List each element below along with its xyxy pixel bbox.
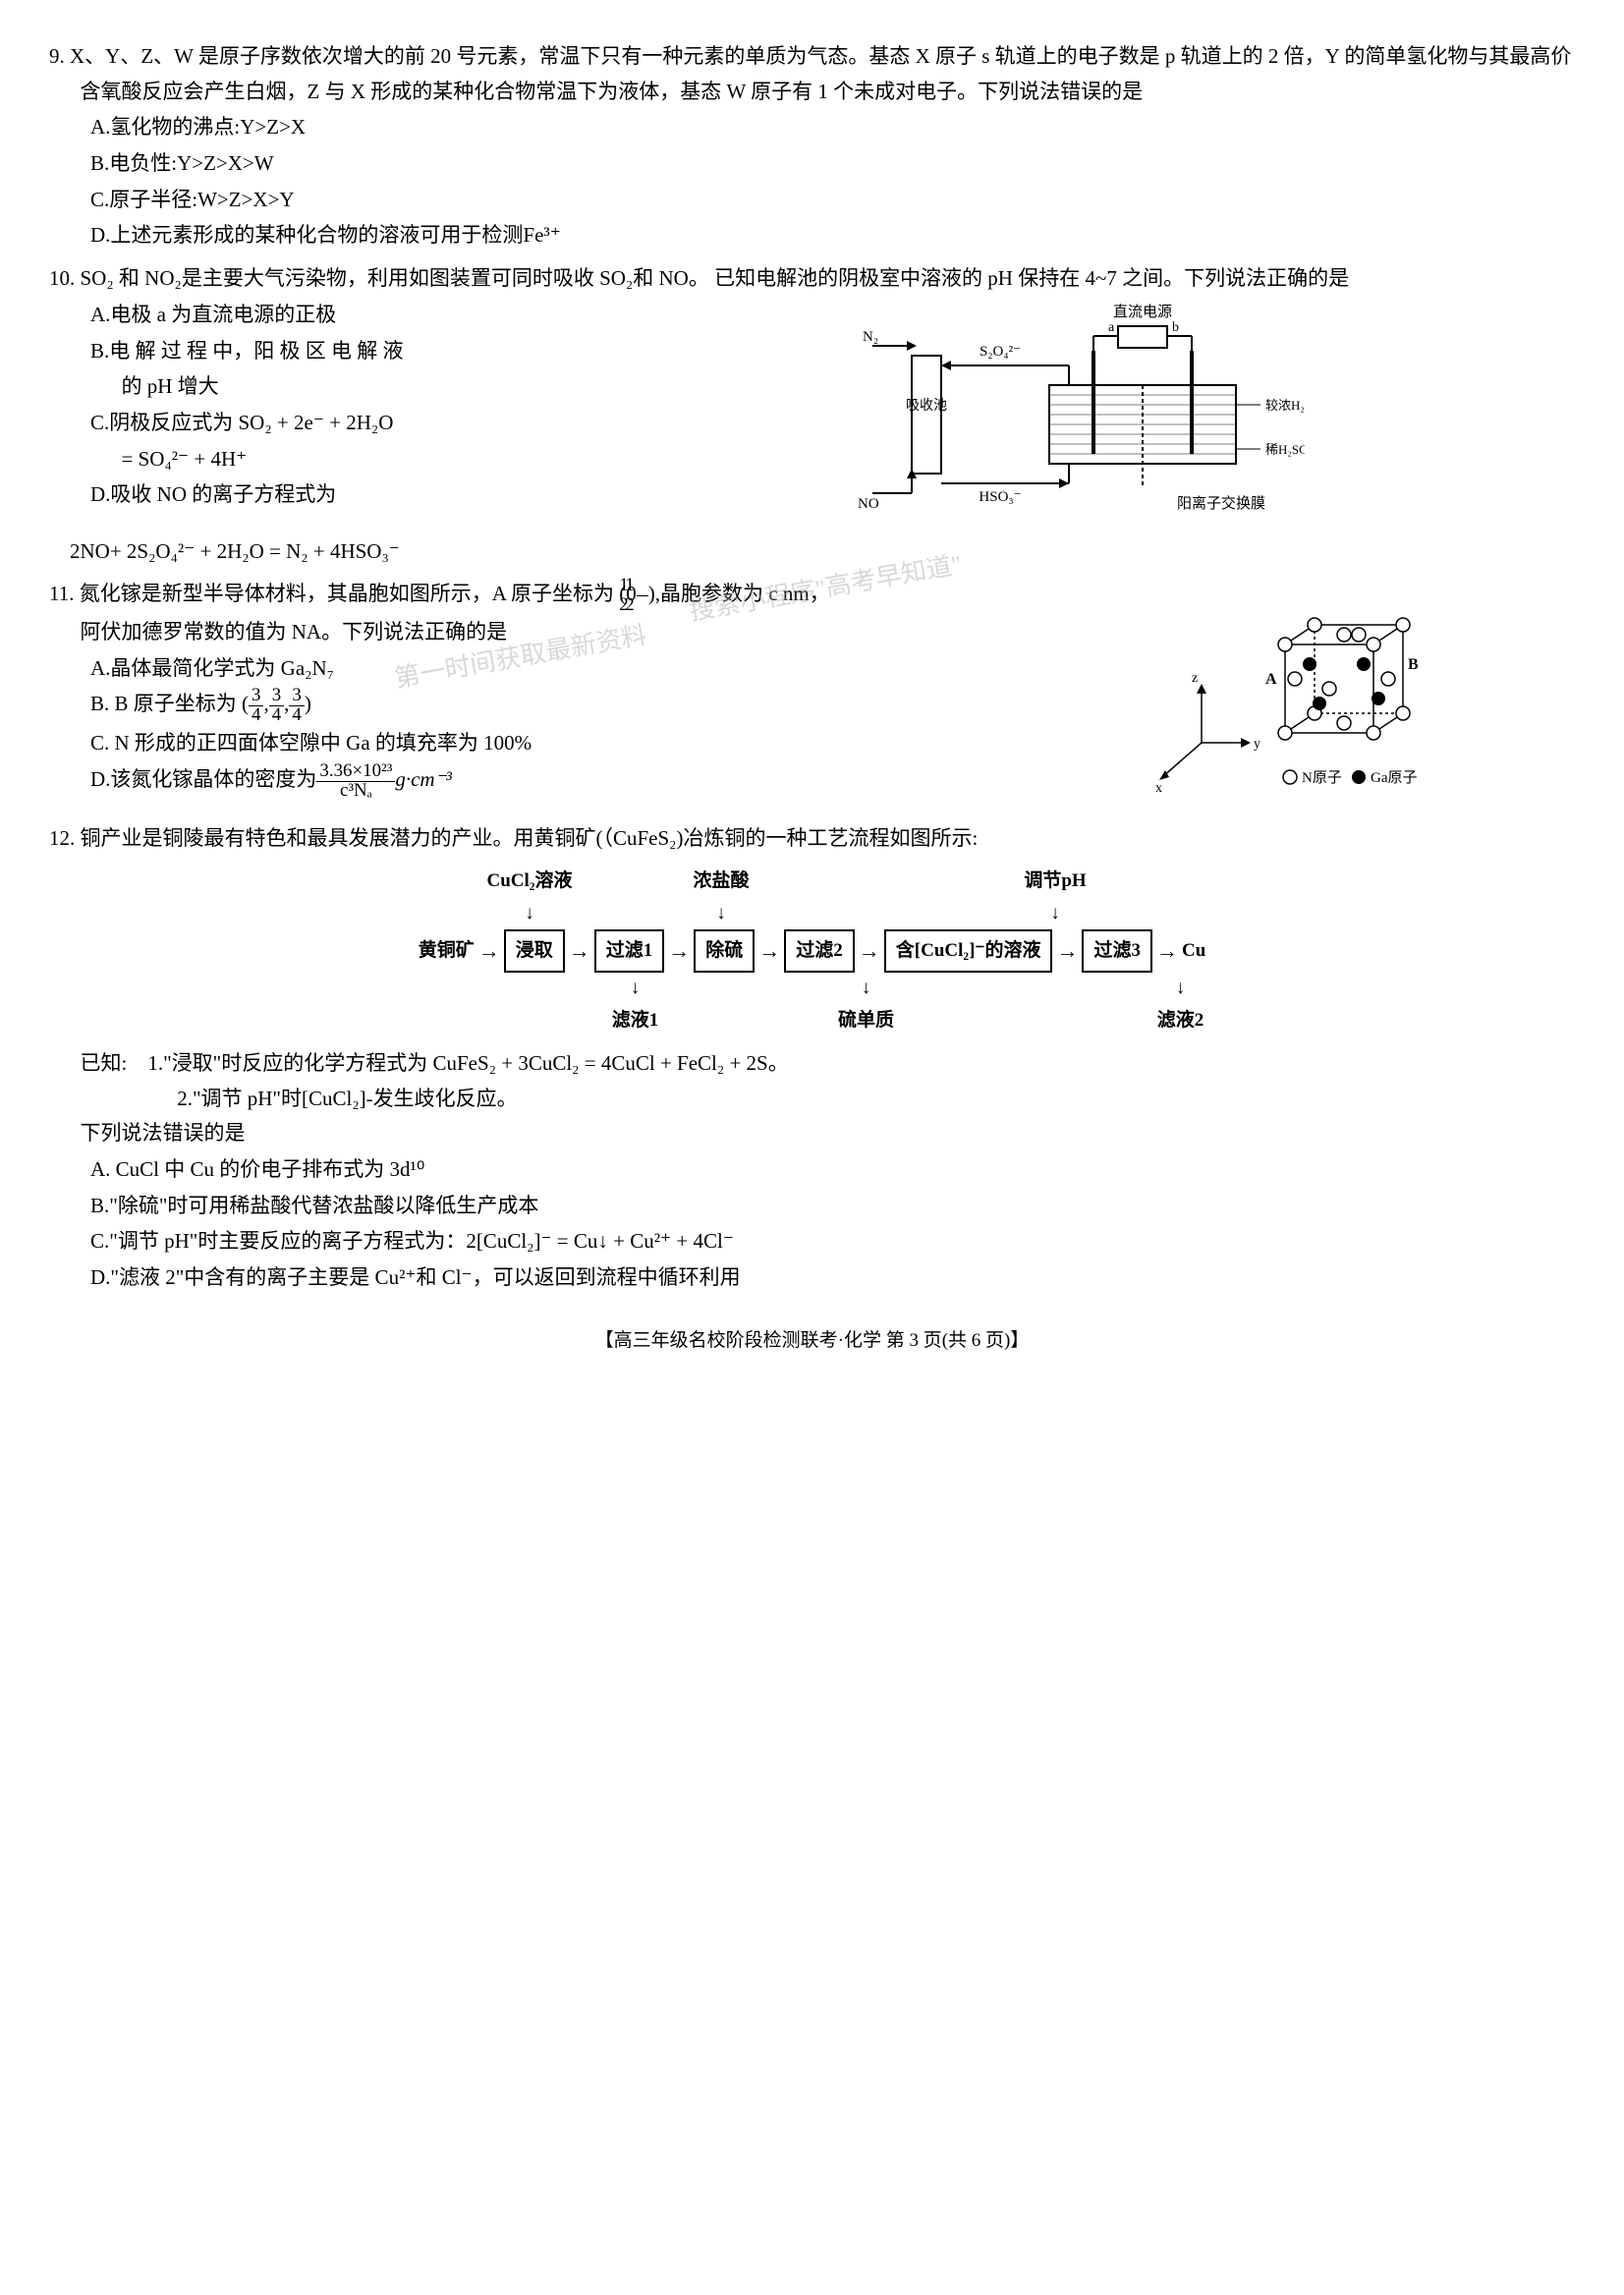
cb-d2: 4 <box>269 706 284 725</box>
q9-options: A.氢化物的沸点:Y>Z>X B.电负性:Y>Z>X>W C.原子半径:W>Z>… <box>49 110 1575 253</box>
q11-stem-c: 阿伏加德罗常数的值为 NA。下列说法正确的是 <box>49 615 1148 650</box>
q9-opt-c: C.原子半径:W>Z>X>Y <box>90 183 1575 218</box>
coord-a-suffix: ) <box>648 582 655 605</box>
svg-text:B: B <box>1408 656 1419 673</box>
q12-opt-c: C."调节 pH"时主要反应的离子方程式为：2[CuCl₂]⁻ = Cu↓ + … <box>90 1224 1575 1259</box>
conc-h2so4: 稀H₂SO₄+SO₂ <box>1265 442 1305 457</box>
q10-opt-c1: C.阴极反应式为 SO₂ + 2e⁻ + 2H₂O <box>90 406 843 441</box>
bot-lbl-2: 硫单质 <box>827 1005 906 1036</box>
power-label: 直流电源 <box>1113 304 1172 320</box>
flow-b5: 含[CuCl₂]⁻的溶液 <box>884 929 1053 973</box>
q11-opt-a: A.晶体最简化学式为 Ga₂N₇ <box>90 651 1148 687</box>
flow-b4: 过滤2 <box>784 929 855 973</box>
q11-d-pre: D.该氮化镓晶体的密度为 <box>90 767 316 791</box>
q12-text: 铜产业是铜陵最有特色和最具发展潜力的产业。用黄铜矿(（CuFeS₂)冶炼铜的一种… <box>81 826 979 850</box>
hso3-label: HSO₃⁻ <box>979 489 1021 505</box>
q9-opt-d: D.上述元素形成的某种化合物的溶液可用于检测Fe³⁺ <box>90 218 1575 253</box>
q9-opt-a: A.氢化物的沸点:Y>Z>X <box>90 110 1575 145</box>
cb-n3: 3 <box>289 687 304 706</box>
top-lbl-1: CuCl₂溶液 <box>480 866 579 897</box>
q11-options: A.晶体最简化学式为 Ga₂N₇ B. B 原子坐标为 (34,34,34) C… <box>49 651 1148 801</box>
known-1: 1."浸取"时反应的化学方程式为 CuFeS₂ + 3CuCl₂ = 4CuCl… <box>147 1051 788 1075</box>
q10-opt-b2: 的 pH 增大 <box>90 369 843 405</box>
q10-options: A.电极 a 为直流电源的正极 B.电 解 过 程 中，阳 极 区 电 解 液 … <box>49 298 843 513</box>
q10-opt-a: A.电极 a 为直流电源的正极 <box>90 298 843 333</box>
q9-text: X、Y、Z、W 是原子序数依次增大的前 20 号元素，常温下只有一种元素的单质为… <box>70 44 1571 103</box>
flow-end: Cu <box>1182 935 1205 967</box>
q12-opt-b: B."除硫"时可用稀盐酸代替浓盐酸以降低生产成本 <box>90 1189 1575 1224</box>
q11-stem-a: 氮化镓是新型半导体材料，其晶胞如图所示，A 原子坐标为 <box>80 582 620 605</box>
q10-opt-c2: = SO₄²⁻ + 4H⁺ <box>90 442 843 477</box>
q11-d-suf: g·cm⁻³ <box>395 767 452 791</box>
q12-known: 已知: 1."浸取"时反应的化学方程式为 CuFeS₂ + 3CuCl₂ = 4… <box>49 1046 1575 1082</box>
page-footer: 【高三年级名校阶段检测联考·化学 第 3 页(共 6 页)】 <box>49 1325 1575 1357</box>
q10-num: 10. <box>49 266 75 290</box>
electrolysis-diagram: 吸收池 N₂ NO S₂O₄²⁻ HSO₃⁻ <box>853 297 1305 523</box>
q9-opt-b: B.电负性:Y>Z>X>W <box>90 146 1575 182</box>
n2-label: N₂ <box>863 329 878 345</box>
abs-label: 吸收池 <box>906 398 947 414</box>
flow-b6: 过滤3 <box>1082 929 1152 973</box>
no-label: NO <box>858 496 879 512</box>
cb-n1: 3 <box>249 687 263 706</box>
terminal-b: b <box>1172 320 1179 335</box>
membrane-label: 阳离子交换膜 <box>1177 494 1265 512</box>
dilute-h2so4: 较浓H₂SO₄ <box>1265 398 1305 413</box>
svg-text:y: y <box>1254 737 1260 752</box>
q10-eqn: 2NO+ 2S₂O₄²⁻ + 2H₂O = N₂ + 4HSO₃⁻ <box>49 534 1575 570</box>
q12-qline: 下列说法错误的是 <box>49 1116 1575 1151</box>
question-11: 搜索小程序"高考早知道" 第一时间获取最新资料 11. 氮化镓是新型半导体材料，… <box>49 577 1575 813</box>
cb-d3: 4 <box>289 706 304 725</box>
q10-stem: 10. SO₂ 和 NO₂是主要大气污染物，利用如图装置可同时吸收 SO₂和 N… <box>49 261 1575 297</box>
known-2: 2."调节 pH"时[CuCl₂]-发生歧化反应。 <box>49 1082 1575 1117</box>
dens-num: 3.36×10²³ <box>316 762 395 782</box>
dens-den: c³Nₐ <box>316 782 395 801</box>
svg-text:A: A <box>1265 671 1277 688</box>
q11-stem: 11. 氮化镓是新型半导体材料，其晶胞如图所示，A 原子坐标为 (01212),… <box>49 577 1575 615</box>
flow-diagram: CuCl₂溶液 浓盐酸 调节pH ↓ ↓ ↓ 黄铜矿 → 浸取 → 过滤1 → … <box>49 866 1575 1036</box>
terminal-a: a <box>1108 320 1115 335</box>
question-12: 12. 铜产业是铜陵最有特色和最具发展潜力的产业。用黄铜矿(（CuFeS₂)冶炼… <box>49 821 1575 1296</box>
q11-opt-d: D.该氮化镓晶体的密度为3.36×10²³c³Nₐg·cm⁻³ <box>90 762 1148 801</box>
q11-opt-c: C. N 形成的正四面体空隙中 Ga 的填充率为 100% <box>90 726 1148 761</box>
q12-opt-a: A. CuCl 中 Cu 的价电子排布式为 3d¹⁰ <box>90 1152 1575 1188</box>
q10-opt-d: D.吸收 NO 的离子方程式为 <box>90 477 843 513</box>
svg-text:z: z <box>1192 671 1198 686</box>
q11-b-pre: B. B 原子坐标为 <box>90 693 242 716</box>
flow-start: 黄铜矿 <box>419 935 475 967</box>
coord-b-prefix: ( <box>242 693 249 716</box>
flow-b1: 浸取 <box>504 929 565 973</box>
top-lbl-3: 调节pH <box>1016 866 1094 897</box>
q10-opt-b1: B.电 解 过 程 中，阳 极 区 电 解 液 <box>90 334 843 369</box>
coord-b-suffix: ) <box>305 693 311 716</box>
svg-text:N原子: N原子 <box>1302 769 1342 786</box>
q12-options: A. CuCl 中 Cu 的价电子排布式为 3d¹⁰ B."除硫"时可用稀盐酸代… <box>49 1152 1575 1296</box>
cb-n2: 3 <box>269 687 284 706</box>
bot-lbl-3: 滤液2 <box>1142 1005 1220 1036</box>
flow-b2: 过滤1 <box>594 929 665 973</box>
bot-lbl-1: 滤液1 <box>596 1005 675 1036</box>
crystal-diagram: x y z <box>1148 615 1423 802</box>
q10-text: SO₂ 和 NO₂是主要大气污染物，利用如图装置可同时吸收 SO₂和 NO。 已… <box>81 266 1350 290</box>
svg-text:x: x <box>1155 781 1162 796</box>
known-label: 已知: <box>81 1051 128 1075</box>
q12-opt-d: D."滤液 2"中含有的离子主要是 Cu²⁺和 Cl⁻，可以返回到流程中循环利用 <box>90 1260 1575 1296</box>
question-10: 10. SO₂ 和 NO₂是主要大气污染物，利用如图装置可同时吸收 SO₂和 N… <box>49 261 1575 569</box>
top-lbl-2: 浓盐酸 <box>682 866 760 897</box>
svg-text:Ga原子: Ga原子 <box>1371 769 1418 786</box>
q12-stem: 12. 铜产业是铜陵最有特色和最具发展潜力的产业。用黄铜矿(（CuFeS₂)冶炼… <box>49 821 1575 857</box>
q12-num: 12. <box>49 826 75 850</box>
cb-d1: 4 <box>249 706 263 725</box>
q11-opt-b: B. B 原子坐标为 (34,34,34) <box>90 687 1148 725</box>
q9-num: 9. <box>49 44 65 68</box>
q11-stem-b: ,晶胞参数为 c nm， <box>655 582 830 605</box>
flow-b3: 除硫 <box>694 929 755 973</box>
q9-stem: 9. X、Y、Z、W 是原子序数依次增大的前 20 号元素，常温下只有一种元素的… <box>49 39 1575 109</box>
s2o4-label: S₂O₄²⁻ <box>980 344 1021 360</box>
q11-num: 11. <box>49 582 74 605</box>
question-9: 9. X、Y、Z、W 是原子序数依次增大的前 20 号元素，常温下只有一种元素的… <box>49 39 1575 253</box>
